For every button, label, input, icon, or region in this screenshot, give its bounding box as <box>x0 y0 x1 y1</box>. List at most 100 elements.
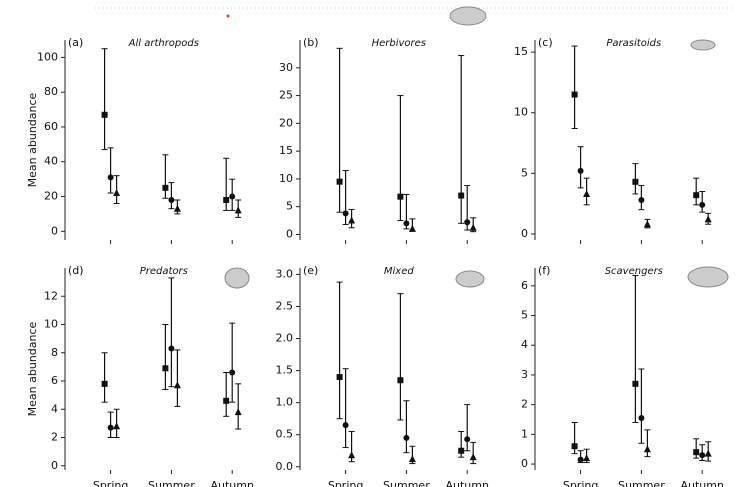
y-tick-label: 5 <box>521 166 528 179</box>
marker-circle <box>342 422 349 429</box>
marker-triangle <box>583 189 591 197</box>
panel-title: Scavengers <box>605 266 663 277</box>
icon-scavenger <box>687 266 729 288</box>
y-tick-label: 1.5 <box>276 364 294 377</box>
marker-triangle <box>234 206 242 214</box>
y-tick-label: 1.0 <box>276 396 294 409</box>
marker-triangle <box>234 408 242 416</box>
y-tick-label: 2.5 <box>276 299 294 312</box>
marker-triangle <box>348 451 356 459</box>
x-tick-label: Spring <box>563 479 599 487</box>
y-tick-label: 4 <box>521 338 528 351</box>
icon-herbivore <box>449 6 487 26</box>
panel-label: (d) <box>68 264 84 277</box>
marker-circle <box>464 436 471 443</box>
marker-circle <box>577 456 584 463</box>
marker-circle <box>638 197 645 203</box>
panel-label: (e) <box>303 264 318 277</box>
marker-circle <box>403 434 410 441</box>
marker-triangle <box>704 449 712 457</box>
marker-square <box>101 380 108 387</box>
y-tick-label: 5 <box>521 309 528 322</box>
marker-square <box>336 374 343 381</box>
panel-title: Parasitoids <box>606 38 661 49</box>
marker-square <box>397 193 404 200</box>
y-tick-label: 60 <box>44 120 58 133</box>
marker-triangle <box>408 455 416 463</box>
marker-triangle <box>408 224 416 232</box>
y-tick-label: 0 <box>51 459 58 472</box>
marker-square <box>397 377 404 384</box>
marker-square <box>336 178 343 185</box>
x-tick-label: Spring <box>93 479 129 487</box>
marker-triangle <box>113 189 121 197</box>
marker-circle <box>229 369 236 376</box>
marker-triangle <box>643 445 651 453</box>
marker-square <box>571 91 578 98</box>
marker-triangle <box>469 453 477 461</box>
y-tick-label: 2 <box>51 431 58 444</box>
marker-circle <box>638 415 645 422</box>
x-tick-label: Summer <box>148 479 195 487</box>
marker-triangle <box>113 422 121 430</box>
y-tick-label: 20 <box>279 116 293 129</box>
y-tick-label: 25 <box>279 89 293 102</box>
dot <box>226 14 230 18</box>
marker-square <box>162 365 169 372</box>
marker-square <box>101 111 108 118</box>
marker-triangle <box>704 215 712 223</box>
marker-square <box>223 397 230 404</box>
y-tick-label: 0.0 <box>276 460 294 473</box>
y-tick-label: 0 <box>286 227 293 240</box>
y-tick-label: 15 <box>279 144 293 157</box>
marker-circle <box>403 220 410 227</box>
marker-square <box>693 449 700 456</box>
y-tick-label: 15 <box>514 45 528 58</box>
panel-title: Predators <box>140 266 188 277</box>
icons <box>224 6 729 289</box>
y-tick-label: 0.5 <box>276 428 294 441</box>
y-tick-label: 5 <box>286 200 293 213</box>
marker-circle <box>699 452 706 459</box>
panel-label: (b) <box>303 36 319 49</box>
y-tick-label: 100 <box>37 50 58 63</box>
marker-circle <box>168 345 175 352</box>
marker-circle <box>577 167 584 174</box>
marker-circle <box>107 424 114 431</box>
y-tick-label: 20 <box>44 190 58 203</box>
x-tick-label: Autumn <box>210 479 253 487</box>
panel-title: All arthropods <box>128 38 199 49</box>
panel-title: Mixed <box>384 266 414 277</box>
marker-circle <box>168 197 175 203</box>
y-tick-label: 3.0 <box>276 267 294 280</box>
marker-square <box>458 192 465 199</box>
y-tick-label: 0 <box>521 457 528 470</box>
y-tick-label: 30 <box>279 61 293 74</box>
marker-circle <box>229 193 236 200</box>
marker-circle <box>699 201 706 208</box>
y-tick-label: 12 <box>44 289 58 302</box>
y-tick-label: 4 <box>51 402 58 415</box>
x-tick-label: Summer <box>618 479 665 487</box>
marker-triangle <box>348 216 356 224</box>
y-tick-label: 3 <box>521 368 528 381</box>
marker-square <box>223 197 230 203</box>
y-axis-label: Mean abundance <box>26 321 39 416</box>
y-tick-label: 6 <box>521 279 528 292</box>
panel-label: (f) <box>538 264 550 277</box>
y-axis-label: Mean abundance <box>26 92 39 187</box>
y-tick-label: 1 <box>521 427 528 440</box>
icon-parasitoid <box>690 39 716 51</box>
marker-triangle <box>173 381 181 389</box>
y-tick-label: 10 <box>279 172 293 185</box>
x-tick-label: Autumn <box>445 479 488 487</box>
x-tick-label: Spring <box>328 479 364 487</box>
marker-square <box>458 447 465 454</box>
marker-square <box>632 178 639 185</box>
icon-mixed <box>455 270 485 288</box>
x-tick-label: Summer <box>383 479 430 487</box>
panel-label: (a) <box>68 36 83 49</box>
marker-square <box>632 380 639 387</box>
marker-circle <box>342 210 349 217</box>
